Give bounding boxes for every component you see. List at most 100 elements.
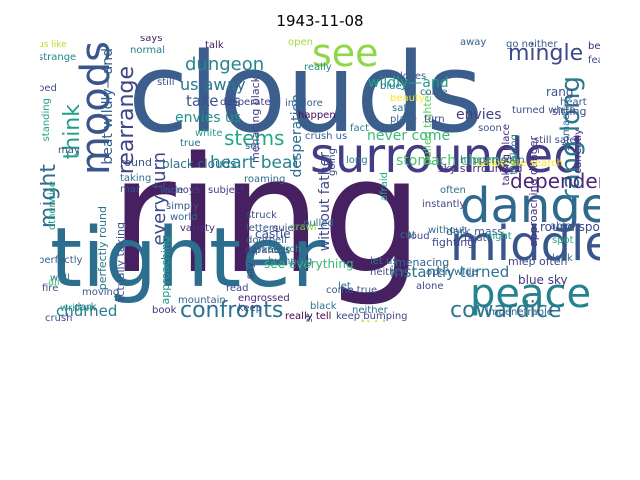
cloud-word: mingle (508, 41, 584, 66)
cloud-word: one sitting (306, 318, 412, 322)
cloud-word: patch (255, 245, 284, 256)
cloud-word: afraid (379, 172, 390, 202)
cloud-word: round (120, 156, 152, 169)
cloud-word: white (195, 128, 223, 139)
cloud-word: envies us (175, 110, 242, 126)
cloud-word: take us (186, 92, 241, 110)
cloud-word: crush us (305, 131, 348, 142)
cloud-word: normal (130, 45, 166, 56)
cloud-word: book (152, 305, 177, 316)
cloud-word: mountain (178, 295, 226, 306)
cloud-word: look (552, 253, 573, 264)
cloud-word: us like (40, 40, 67, 50)
cloud-word: heart (560, 97, 587, 108)
cloud-word: fear (588, 55, 600, 66)
cloud-word: open (288, 37, 313, 48)
cloud-word: bep (588, 41, 600, 52)
cloud-word: blue sky (518, 273, 568, 287)
cloud-word: quiet (272, 223, 298, 234)
cloud-word: really tell (285, 311, 332, 322)
cloud-word: go neither (506, 39, 558, 50)
cloud-word: blue (380, 81, 402, 92)
cloud-word: neither (370, 267, 406, 278)
cloud-word: impenetrable (486, 307, 553, 318)
cloud-word: see everything (264, 257, 354, 271)
cloud-word: fighting (432, 236, 475, 249)
cloud-word: otherwise (47, 181, 58, 230)
cloud-word: turn (424, 114, 445, 125)
cloud-word: read (226, 283, 249, 294)
cloud-word: dark mass (446, 225, 504, 238)
cloud-word: mar (120, 184, 140, 195)
cloud-word: black clouds (162, 157, 237, 171)
cloud-word: search (268, 244, 302, 255)
cloud-word: alone (416, 281, 444, 292)
cloud-word: clouds (128, 36, 484, 157)
cloud-word: heart beat (210, 153, 300, 173)
cloud-word: us away (180, 75, 246, 94)
cloud-word: see (312, 36, 379, 75)
cloud-word: dungeon (185, 54, 265, 75)
cloud-word: bed (40, 83, 57, 94)
cloud-word: taking (120, 173, 152, 184)
cloud-word: without (428, 225, 466, 236)
cloud-word: open wide (426, 267, 478, 278)
cloud-word: implore (285, 98, 323, 109)
cloud-word: black (310, 301, 337, 312)
cloud-word: struck (246, 210, 277, 221)
cloud-word: doorbell (246, 235, 287, 246)
cloud-word: miep often (508, 255, 568, 268)
cloud-word: really (304, 62, 332, 73)
cloud-word: rang (546, 85, 574, 99)
cloud-word: spot (552, 235, 574, 246)
cloud-word: stomach (561, 108, 572, 151)
cloud-word: place (390, 114, 417, 125)
cloud-word: ring (110, 122, 424, 309)
cloud-word: still safe (534, 135, 576, 146)
cloud-word: taking place (501, 124, 512, 186)
cloud-word: beauty (390, 93, 425, 104)
chart-title: 1943-11-08 (276, 12, 364, 30)
cloud-word: keep (238, 303, 263, 314)
cloud-word: beat wildly—and (100, 48, 116, 165)
cloud-word: menacing (395, 256, 450, 269)
cloud-word: may (58, 145, 80, 156)
cloud-word: darkness (245, 245, 291, 256)
cloud-word: fire (42, 283, 59, 294)
cloud-word: loves (400, 71, 427, 82)
cloud-word: yet (304, 314, 315, 322)
cloud-word: long (346, 155, 368, 166)
cloud-word: moving (82, 287, 120, 298)
cloud-word: crawl (290, 222, 317, 233)
cloud-word: talk (205, 40, 224, 51)
cloud-word: roaming (244, 174, 286, 185)
cloud-word: tighter (50, 211, 326, 306)
cloud-word: world (170, 212, 198, 223)
cloud-word: come true (326, 285, 378, 296)
cloud-word: letters (246, 223, 279, 234)
cloud-word: soon (478, 123, 502, 134)
cloud-word: peace (470, 271, 592, 317)
cloud-word: night (486, 231, 512, 242)
cloud-word: wildly—and (368, 75, 449, 91)
cloud-word: say (245, 262, 256, 280)
cloud-word: able (550, 221, 572, 232)
cloud-word: standing (41, 98, 52, 142)
cloud-word: annoys (164, 185, 201, 196)
cloud-word: keep bumping (336, 311, 408, 322)
cloud-word: never come (367, 128, 451, 144)
cloud-word: surrounded (310, 128, 584, 184)
cloud-word: says (140, 36, 163, 44)
cloud-word: middle (450, 216, 600, 272)
cloud-word: currently (573, 129, 584, 174)
cloud-word: true (180, 138, 201, 149)
cloud-word: safe (392, 103, 414, 114)
cloud-word: neither (352, 305, 388, 316)
cloud-word: instantly (422, 199, 466, 210)
cloud-word: stomach churned (396, 153, 518, 169)
cloud-word: wall (50, 273, 70, 284)
cloud-word: set (245, 141, 261, 152)
cloud-word: sky surrounded (438, 162, 523, 175)
cloud-word: let (338, 281, 351, 292)
cloud-word: away (460, 37, 487, 48)
